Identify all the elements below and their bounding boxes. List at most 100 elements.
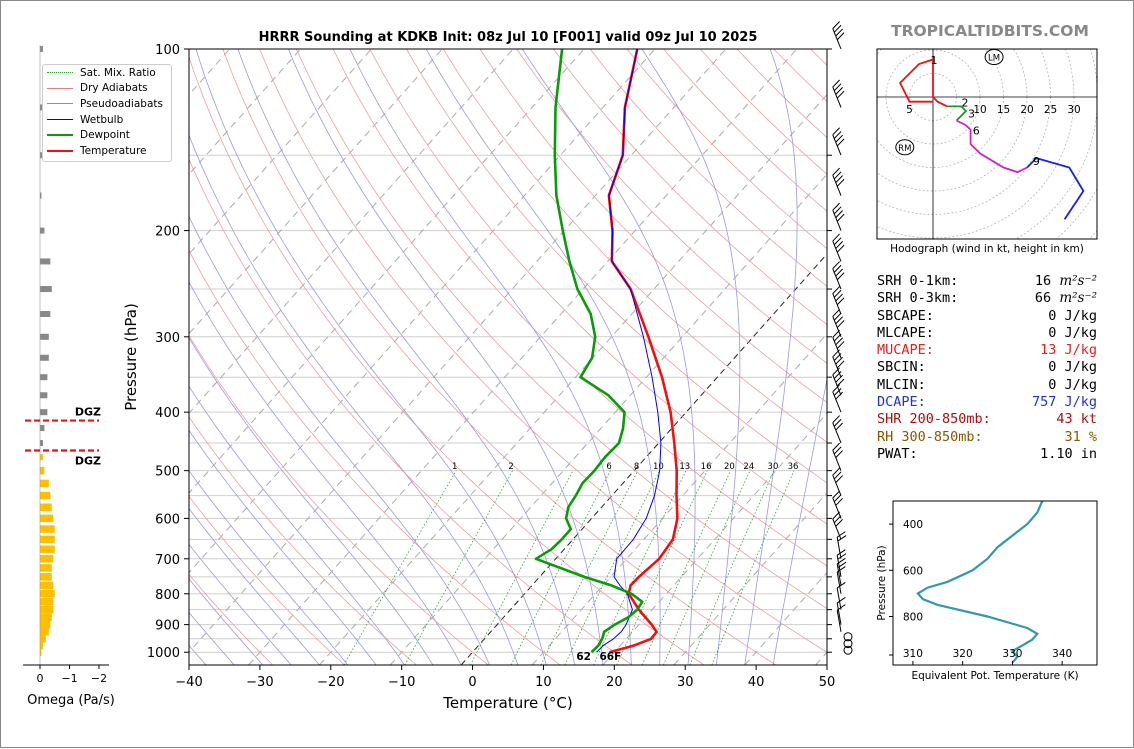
barb-flag <box>831 168 841 175</box>
barb-flag <box>831 203 841 210</box>
omega-bar <box>40 228 44 234</box>
param-row: MUCAPE: 13 J/kg <box>877 342 1097 359</box>
param-row: SRH 0-3km: 66 m²s⁻² <box>877 290 1097 307</box>
legend-entry: Sat. Mix. Ratio <box>43 65 171 81</box>
omega-bar <box>40 635 46 643</box>
param-label: MUCAPE: <box>877 342 934 359</box>
wind-barb <box>831 22 845 49</box>
param-value: 13 J/kg <box>1040 342 1097 359</box>
param-label: DCAPE: <box>877 394 926 411</box>
y-tick-label: 300 <box>155 331 180 346</box>
omega-bar <box>40 573 52 581</box>
y-tick-label: 200 <box>155 225 180 240</box>
dgz-bottom-label: DGZ <box>75 454 101 467</box>
param-label: SRH 0-1km: <box>877 273 958 290</box>
x-tick-label: −30 <box>246 675 273 690</box>
omega-tick-label: 0 <box>37 672 44 685</box>
theta-e-x-tick-label: 310 <box>903 648 923 660</box>
surface-temperature-label: 66F <box>599 651 621 663</box>
wind-barb <box>831 234 845 261</box>
param-value: 1.10 in <box>1040 446 1097 463</box>
param-value-text: 31 % <box>1064 429 1097 445</box>
isotherm-line <box>249 49 797 665</box>
y-axis-label: Pressure (hPa) <box>122 303 140 411</box>
mixing-ratio-label: 1 <box>452 462 457 472</box>
theta-e-x-tick-label: 330 <box>1002 648 1022 660</box>
param-row: SBCIN:0 J/kg <box>877 359 1097 376</box>
skewt-frame <box>189 49 827 665</box>
param-label: SHR 200-850mb: <box>877 411 991 428</box>
wind-barb <box>831 468 844 495</box>
param-value-text: 0 J/kg <box>1048 325 1097 341</box>
param-value-text: 757 J/kg <box>1032 394 1097 410</box>
omega-bar <box>40 546 55 554</box>
barb-flag <box>831 416 841 423</box>
barb-flag <box>831 443 841 450</box>
brand-label: TROPICALTIDBITS.COM <box>891 22 1089 40</box>
mixing-ratio-label: 8 <box>634 462 639 472</box>
mixing-ratio-line <box>712 471 794 665</box>
theta-e-x-label: Equivalent Pot. Temperature (K) <box>911 670 1078 682</box>
legend-entry: Temperature <box>43 143 171 159</box>
param-value-text: 1.10 in <box>1040 446 1097 462</box>
barb-flag <box>836 597 846 603</box>
barb-flag <box>831 80 841 87</box>
mixing-ratio-line <box>642 471 731 665</box>
mixing-ratio-line <box>344 471 456 665</box>
omega-bar <box>40 258 50 264</box>
param-value: 757 J/kg <box>1032 394 1097 411</box>
left-mover-label: LM <box>988 54 1000 64</box>
y-tick-label: 1000 <box>147 646 180 661</box>
mixing-ratio-label: 2 <box>508 462 513 472</box>
moist-adiabat-line <box>642 49 740 665</box>
param-row: SBCAPE:0 J/kg <box>877 308 1097 325</box>
theta-e-y-tick-label: 400 <box>903 519 923 531</box>
param-label: SRH 0-3km: <box>877 290 958 307</box>
y-tick-label: 500 <box>155 465 180 480</box>
omega-bar <box>40 642 43 650</box>
wind-barb <box>831 80 845 107</box>
x-tick-label: 0 <box>468 675 476 690</box>
wind-barb <box>831 385 844 412</box>
param-row: SRH 0-1km: 16 m²s⁻² <box>877 273 1097 290</box>
y-tick-label: 600 <box>155 512 180 527</box>
hodograph-height-label: 3 <box>968 108 975 121</box>
param-value: 0 J/kg <box>1048 308 1097 325</box>
omega-bar <box>40 425 44 431</box>
param-value-text: 16 <box>1035 273 1051 289</box>
legend-label: Dewpoint <box>80 129 130 141</box>
barb-flag <box>831 22 841 29</box>
param-label: PWAT: <box>877 446 918 463</box>
legend-swatch <box>47 150 73 152</box>
omega-bar <box>40 392 47 398</box>
theta-e-frame <box>893 501 1097 665</box>
legend-swatch <box>47 134 73 136</box>
param-row: SHR 200-850mb: 43 kt <box>877 411 1097 428</box>
param-label: MLCIN: <box>877 377 926 394</box>
omega-bar <box>40 311 50 317</box>
param-value-text: 0 J/kg <box>1048 377 1097 393</box>
legend-entry: Wetbulb <box>43 112 171 128</box>
theta-e-y-tick-label: 600 <box>903 565 923 577</box>
hodograph-trace <box>900 59 947 106</box>
hodograph-ring-label: 10 <box>973 104 986 116</box>
hodograph-trace <box>957 121 1028 173</box>
hodograph-ring-label: 30 <box>1067 104 1080 116</box>
x-tick-label: 40 <box>748 675 765 690</box>
hodograph-ring-label: 5 <box>906 104 913 116</box>
chart-title: HRRR Sounding at KDKB Init: 08z Jul 10 [… <box>259 30 758 45</box>
dry-adiabat-line <box>260 49 848 665</box>
omega-bar <box>40 409 47 415</box>
moist-adiabat-line <box>745 49 797 665</box>
param-value-text: 43 kt <box>1056 411 1097 427</box>
legend-swatch <box>47 72 73 73</box>
legend-swatch <box>47 88 73 89</box>
mixing-ratio-label: 30 <box>768 462 779 472</box>
mixing-ratio-label: 6 <box>606 462 611 472</box>
x-tick-label: −40 <box>175 675 202 690</box>
param-unit: m²s⁻² <box>1059 273 1097 289</box>
param-row: DCAPE: 757 J/kg <box>877 394 1097 411</box>
param-value: 66 m²s⁻² <box>1035 290 1097 307</box>
